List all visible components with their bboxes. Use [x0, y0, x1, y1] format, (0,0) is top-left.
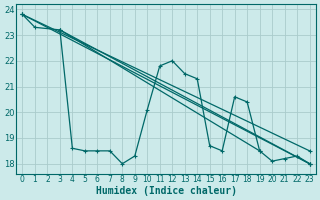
X-axis label: Humidex (Indice chaleur): Humidex (Indice chaleur) [95, 186, 236, 196]
